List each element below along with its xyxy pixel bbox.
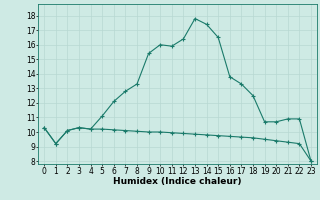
X-axis label: Humidex (Indice chaleur): Humidex (Indice chaleur) (113, 177, 242, 186)
